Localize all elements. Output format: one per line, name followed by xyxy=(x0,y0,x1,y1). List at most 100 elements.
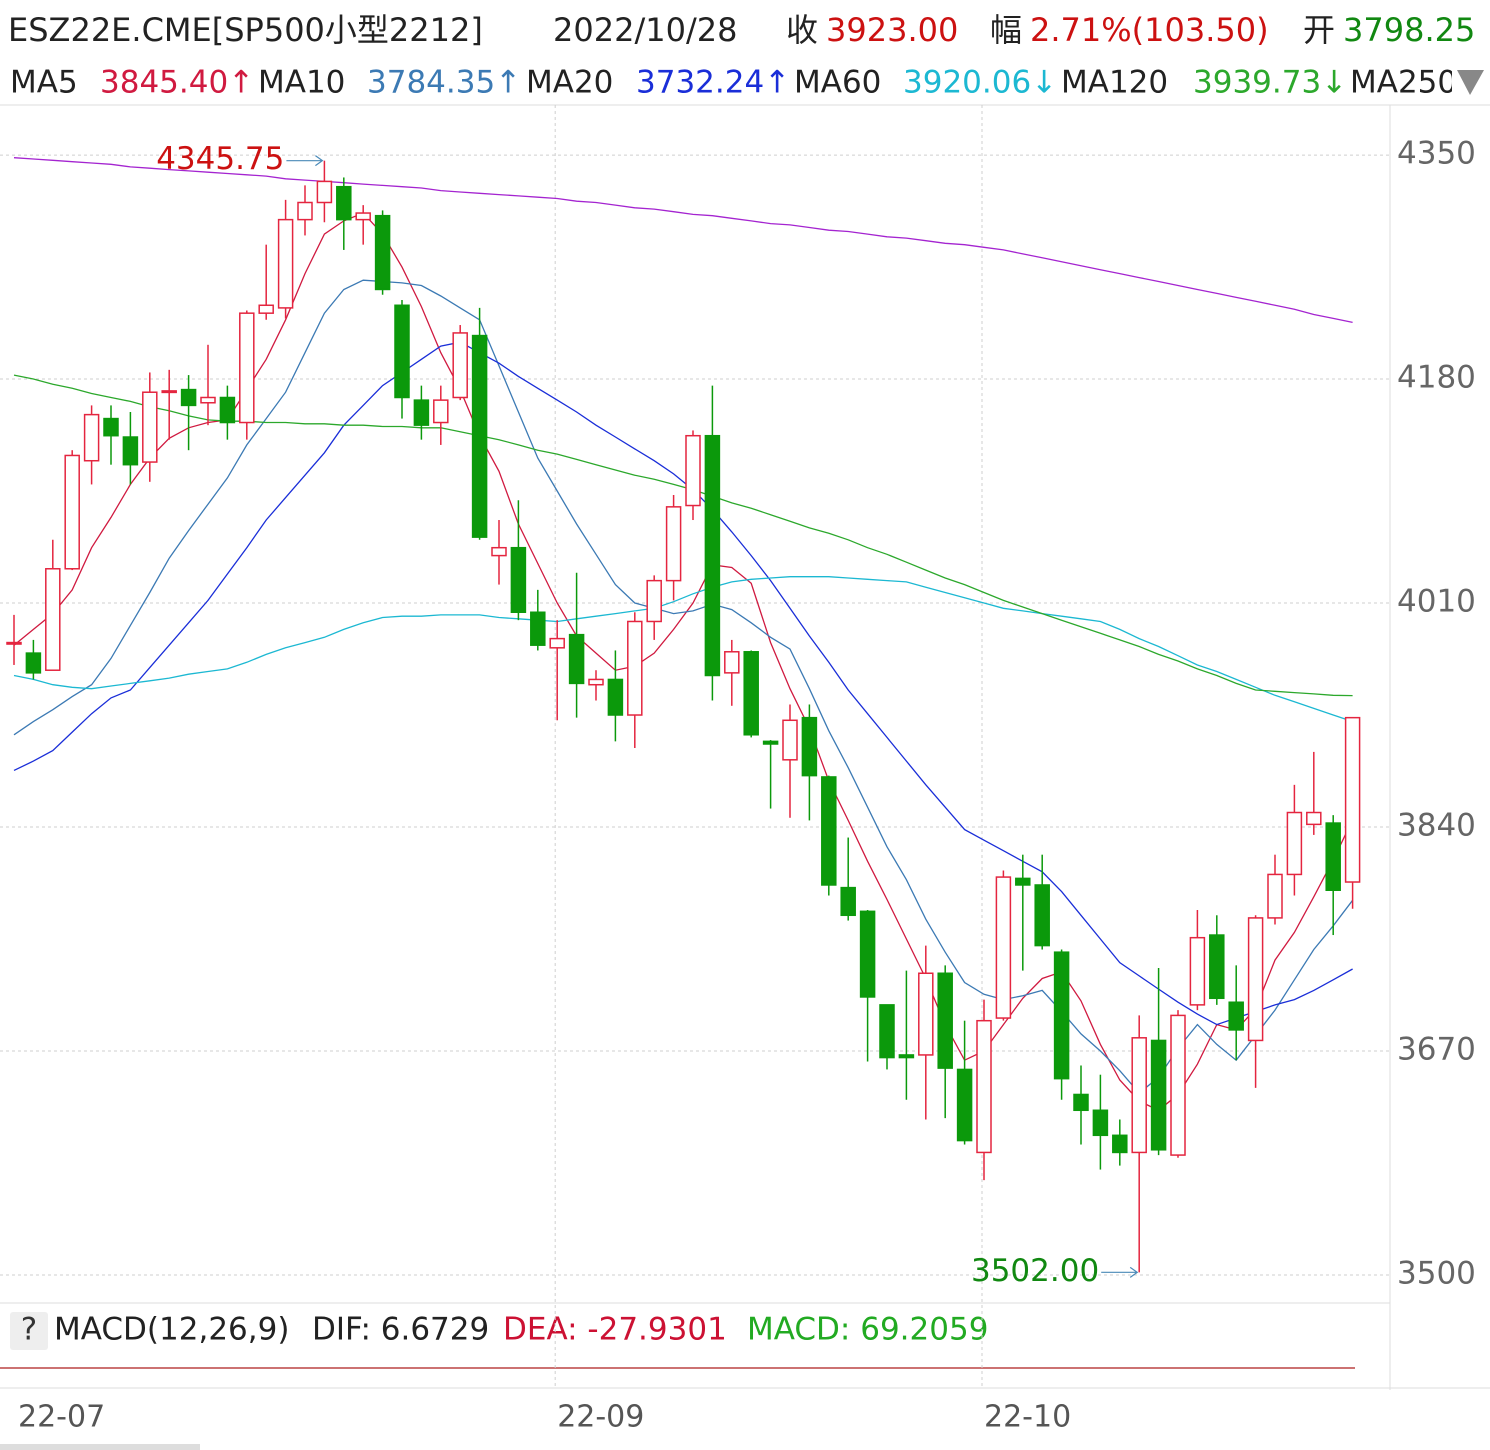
candle-body xyxy=(976,1019,992,1154)
open-label: 开 xyxy=(1303,11,1335,49)
candle-body xyxy=(801,716,818,777)
candle-body xyxy=(1073,1093,1089,1112)
candle-body xyxy=(1228,1001,1244,1031)
y-tick-label: 4350 xyxy=(1397,136,1476,172)
annotation-arrow xyxy=(286,155,324,167)
date: 2022/10/28 xyxy=(553,11,737,49)
macd-dif: DIF: 6.6729 xyxy=(312,1312,489,1348)
y-tick-label: 3670 xyxy=(1397,1031,1476,1067)
candle-body xyxy=(1170,1014,1186,1156)
candle-body xyxy=(898,1054,915,1059)
candle-body xyxy=(1150,1039,1167,1151)
candle-body xyxy=(1189,936,1206,1006)
candle-body xyxy=(607,678,624,716)
candle-body xyxy=(142,391,158,463)
open-value: 3798.25 xyxy=(1343,11,1475,49)
legend-toggle[interactable] xyxy=(1457,70,1484,95)
ma-legend: MA5 3845.40↑ MA10 3784.35↑ MA20 3732.24↑… xyxy=(10,65,1457,101)
candle-body xyxy=(549,637,565,649)
candle-body xyxy=(646,579,662,623)
legend-value: 3732.24↑ xyxy=(636,65,790,101)
ma-line xyxy=(13,212,1354,1112)
x-tick-label: 22-10 xyxy=(984,1400,1071,1435)
candle-body xyxy=(1131,1037,1147,1154)
candle-body xyxy=(471,334,488,538)
close-value: 3923.00 xyxy=(826,11,958,49)
y-tick-label: 4180 xyxy=(1397,360,1476,396)
candle-body xyxy=(1306,811,1322,826)
candle-body xyxy=(840,886,856,917)
candle-body xyxy=(1209,934,1225,1000)
candle-body xyxy=(782,719,798,761)
symbol: ESZ22E.CME[SP500小型2212] xyxy=(8,11,483,49)
candle-body xyxy=(25,652,42,674)
change-value: 2.71%(103.50) xyxy=(1030,11,1269,49)
candle-body xyxy=(1034,884,1050,947)
candle-body xyxy=(1092,1109,1109,1137)
plot: 3500 3670 3840 4010 4180 4350 22-07 22-09 22-10 4… xyxy=(0,105,1476,1435)
candle-body xyxy=(685,434,701,507)
legend-name: MA5 xyxy=(10,65,78,101)
candle-body xyxy=(1015,877,1031,886)
candle-body xyxy=(724,651,740,674)
close-label: 收 xyxy=(786,11,818,49)
candle-body xyxy=(1053,951,1070,1080)
candle-body xyxy=(530,611,546,646)
legend-value: 3784.35↑ xyxy=(367,65,521,101)
candle-body xyxy=(1325,822,1341,891)
candle-body xyxy=(64,454,80,570)
candle-body xyxy=(219,396,236,424)
candle-body xyxy=(956,1068,973,1142)
annotation-arrow xyxy=(1101,1266,1139,1278)
candle-body xyxy=(180,388,197,407)
y-tick-label: 3840 xyxy=(1397,808,1476,844)
candle-body xyxy=(83,413,100,462)
legend-value: 3920.06↓ xyxy=(903,65,1057,101)
candle-body xyxy=(394,304,410,399)
legend-name: MA250 xyxy=(1350,65,1457,101)
macd-name: MACD(12,26,9) xyxy=(54,1312,289,1348)
annotation: 3502.00 xyxy=(971,1253,1099,1289)
legend-value: 3939.73↓ xyxy=(1193,65,1347,101)
candle-body xyxy=(355,212,371,221)
candle-body xyxy=(627,620,643,716)
legend-name: MA120 xyxy=(1061,65,1168,101)
candle-body xyxy=(433,399,449,424)
candle-body xyxy=(1286,811,1303,876)
macd-value: MACD: 69.2059 xyxy=(747,1312,988,1348)
candle-body xyxy=(762,740,779,745)
candle-body xyxy=(510,546,527,613)
candle-body xyxy=(491,546,507,557)
ma-line xyxy=(13,279,1354,1095)
x-tick-label: 22-07 xyxy=(18,1400,105,1435)
change-label: 幅 xyxy=(990,11,1022,49)
candle-body xyxy=(336,185,352,221)
candle-body xyxy=(200,396,216,404)
candle-body xyxy=(1344,716,1361,883)
annotation: 4345.75 xyxy=(156,141,284,177)
candle-body xyxy=(1247,917,1264,1042)
candle-body xyxy=(918,972,934,1056)
candle-body xyxy=(704,434,721,677)
candle-body xyxy=(879,1004,895,1059)
legend-name: MA10 xyxy=(258,65,345,101)
y-tick-label: 3500 xyxy=(1397,1255,1476,1291)
candle-body xyxy=(6,641,22,645)
candle-body xyxy=(859,910,876,998)
candle-body xyxy=(122,436,139,466)
x-tick-label: 22-09 xyxy=(557,1400,644,1435)
candle-body xyxy=(1112,1134,1128,1154)
scrollbar[interactable] xyxy=(0,1444,200,1450)
help-button[interactable] xyxy=(10,1312,48,1350)
candle-body xyxy=(995,876,1012,1019)
legend-name: MA20 xyxy=(526,65,613,101)
legend-value: 3845.40↑ xyxy=(100,65,254,101)
y-tick-label: 4010 xyxy=(1397,584,1476,620)
candle-body xyxy=(821,776,837,886)
candle-body xyxy=(103,417,119,437)
macd-dea: DEA: -27.9301 xyxy=(503,1312,727,1348)
legend-name: MA60 xyxy=(794,65,881,101)
candle-body xyxy=(316,180,333,204)
candle-body xyxy=(452,332,468,399)
